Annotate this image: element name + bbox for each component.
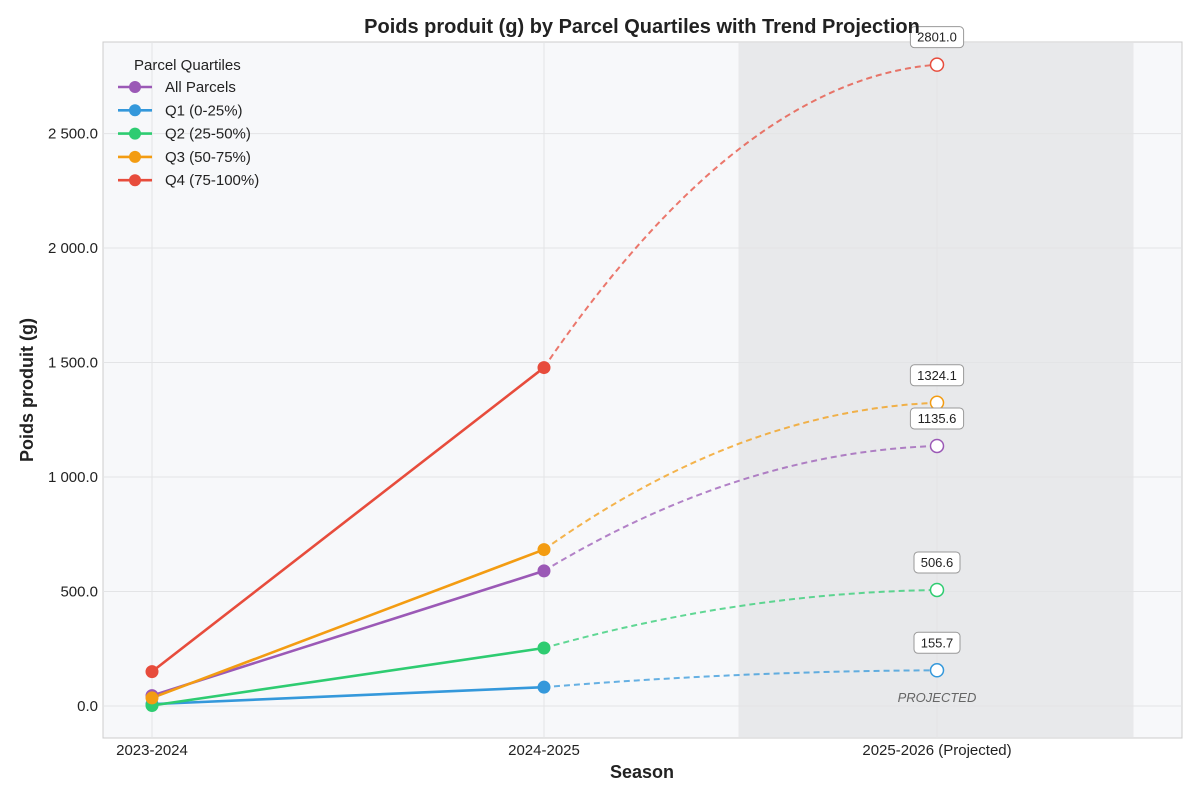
data-point bbox=[537, 543, 551, 557]
y-tick-label: 2 000.0 bbox=[48, 240, 98, 257]
series-line bbox=[151, 548, 545, 700]
legend-swatch-marker bbox=[129, 81, 141, 93]
data-point bbox=[145, 665, 159, 679]
legend-item: Q4 (75-100%) bbox=[118, 172, 259, 189]
data-point bbox=[537, 564, 551, 578]
x-axis-label: Season bbox=[610, 762, 674, 782]
legend: Parcel Quartiles All Parcels Q1 (0-25%) Q2… bbox=[118, 57, 259, 189]
y-axis-ticks: 0.0 500.0 1 000.0 1 500.0 2 000.0 2 500.0 bbox=[48, 126, 98, 715]
projection-line bbox=[543, 401, 938, 551]
y-tick-label: 2 500.0 bbox=[48, 126, 98, 143]
y-tick-label: 0.0 bbox=[77, 698, 98, 715]
legend-swatch-marker bbox=[129, 127, 141, 140]
legend-item: Q1 (0-25%) bbox=[118, 102, 243, 119]
projected-point bbox=[929, 438, 945, 454]
annotation-label: 1135.6 bbox=[918, 411, 957, 426]
projected-region bbox=[738, 43, 1134, 737]
projected-point bbox=[929, 395, 945, 411]
x-tick-label: 2024-2025 bbox=[508, 742, 580, 759]
data-point bbox=[537, 641, 551, 655]
data-point bbox=[537, 361, 551, 375]
x-tick-label: 2025-2026 (Projected) bbox=[862, 742, 1011, 759]
projection-line bbox=[543, 444, 938, 572]
x-tick-label: 2023-2024 bbox=[116, 742, 188, 759]
legend-title: Parcel Quartiles bbox=[134, 57, 241, 74]
projection-line bbox=[543, 63, 938, 369]
annotation-label: 1324.1 bbox=[917, 368, 957, 383]
legend-item: All Parcels bbox=[118, 79, 236, 96]
y-axis-label: Poids produit (g) bbox=[17, 318, 37, 462]
annotation-label: 2801.0 bbox=[917, 30, 957, 45]
annotation-label: 506.6 bbox=[921, 555, 954, 570]
projected-label: PROJECTED bbox=[898, 690, 977, 705]
series-line bbox=[151, 366, 545, 673]
series-line bbox=[151, 569, 545, 697]
legend-item: Q2 (25-50%) bbox=[118, 126, 251, 143]
series-line bbox=[151, 646, 545, 707]
legend-swatch-marker bbox=[129, 150, 141, 163]
annotation-label: 155.7 bbox=[921, 635, 954, 650]
legend-item: Q3 (50-75%) bbox=[118, 149, 251, 166]
projection-line bbox=[543, 669, 938, 689]
legend-label: Q2 (25-50%) bbox=[165, 126, 251, 143]
legend-swatch-marker bbox=[129, 174, 141, 187]
annotation-box bbox=[913, 551, 961, 574]
legend-label: Q4 (75-100%) bbox=[165, 172, 259, 189]
data-point bbox=[145, 691, 159, 705]
projected-point bbox=[929, 57, 945, 72]
annotation-box bbox=[909, 26, 965, 49]
projection-annotations: 1135.6 155.7 506.6 1324.1 2801.0 bbox=[909, 26, 965, 654]
legend-swatch-marker bbox=[129, 104, 141, 117]
y-tick-label: 500.0 bbox=[60, 583, 98, 600]
projected-point bbox=[929, 663, 945, 678]
annotation-box bbox=[909, 364, 965, 387]
legend-label: All Parcels bbox=[165, 79, 236, 96]
x-axis-ticks: 2023-2024 2024-2025 2025-2026 (Projected) bbox=[116, 742, 1012, 759]
data-point bbox=[537, 680, 551, 694]
legend-label: Q3 (50-75%) bbox=[165, 149, 251, 166]
annotation-box bbox=[909, 407, 965, 430]
annotation-box bbox=[913, 631, 961, 654]
series-line bbox=[151, 685, 545, 706]
series-lines bbox=[151, 63, 938, 707]
y-tick-label: 1 000.0 bbox=[48, 469, 98, 486]
legend-label: Q1 (0-25%) bbox=[165, 102, 243, 119]
y-tick-label: 1 500.0 bbox=[48, 355, 98, 372]
projection-line bbox=[543, 588, 938, 649]
projected-point bbox=[929, 582, 945, 598]
chart-title: Poids produit (g) by Parcel Quartiles wi… bbox=[364, 16, 920, 38]
series-markers bbox=[145, 57, 945, 712]
